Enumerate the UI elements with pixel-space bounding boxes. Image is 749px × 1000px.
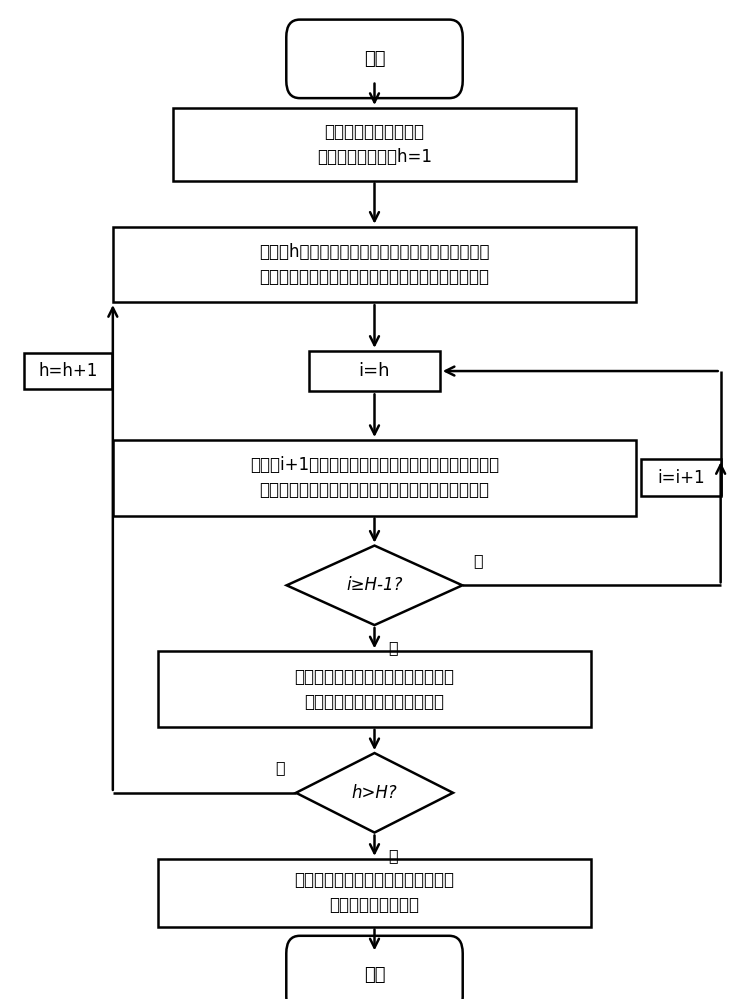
Text: 否: 否 (473, 553, 483, 568)
Bar (113, 227, 636, 302)
Text: 计算当前调度周期优化调度模型，并
保存储能电站有功出力调度指令: 计算当前调度周期优化调度模型，并 保存储能电站有功出力调度指令 (294, 668, 455, 711)
FancyBboxPatch shape (286, 20, 463, 98)
Polygon shape (287, 546, 462, 625)
Text: h>H?: h>H? (351, 784, 398, 802)
Text: i=h: i=h (359, 362, 390, 380)
Text: 基于第i+1个调度周期的分布式光伏输出功率和负荷需
求日前预测数据，进行储能电站准实时有功出力调度: 基于第i+1个调度周期的分布式光伏输出功率和负荷需 求日前预测数据，进行储能电站… (250, 456, 499, 499)
Text: 实时读取储能电站各参
数，变量初始化，h=1: 实时读取储能电站各参 数，变量初始化，h=1 (317, 123, 432, 166)
Text: h=h+1: h=h+1 (38, 362, 97, 380)
Text: 是: 是 (388, 848, 398, 863)
Text: 结束: 结束 (364, 966, 385, 984)
Text: 是: 是 (388, 641, 398, 656)
Bar (113, 440, 636, 516)
Text: 基于第h个调度周期的分布式光伏输出功率和负荷需
求超短期预测数据，进行储能电站实时有功出力调度: 基于第h个调度周期的分布式光伏输出功率和负荷需 求超短期预测数据，进行储能电站实… (259, 243, 490, 286)
Bar (641, 459, 721, 496)
Text: 开始: 开始 (364, 50, 385, 68)
Bar (309, 351, 440, 391)
FancyBboxPatch shape (286, 936, 463, 1000)
Bar (158, 651, 591, 727)
Text: 输出储能电站整个调度时段各调度周
期有功出力调度指令: 输出储能电站整个调度时段各调度周 期有功出力调度指令 (294, 871, 455, 914)
Text: i=i+1: i=i+1 (657, 469, 705, 487)
Bar (24, 353, 112, 389)
Text: i≥H-1?: i≥H-1? (346, 576, 403, 594)
Text: 否: 否 (275, 760, 285, 775)
Polygon shape (296, 753, 453, 833)
Bar (173, 108, 576, 181)
Bar (158, 859, 591, 927)
